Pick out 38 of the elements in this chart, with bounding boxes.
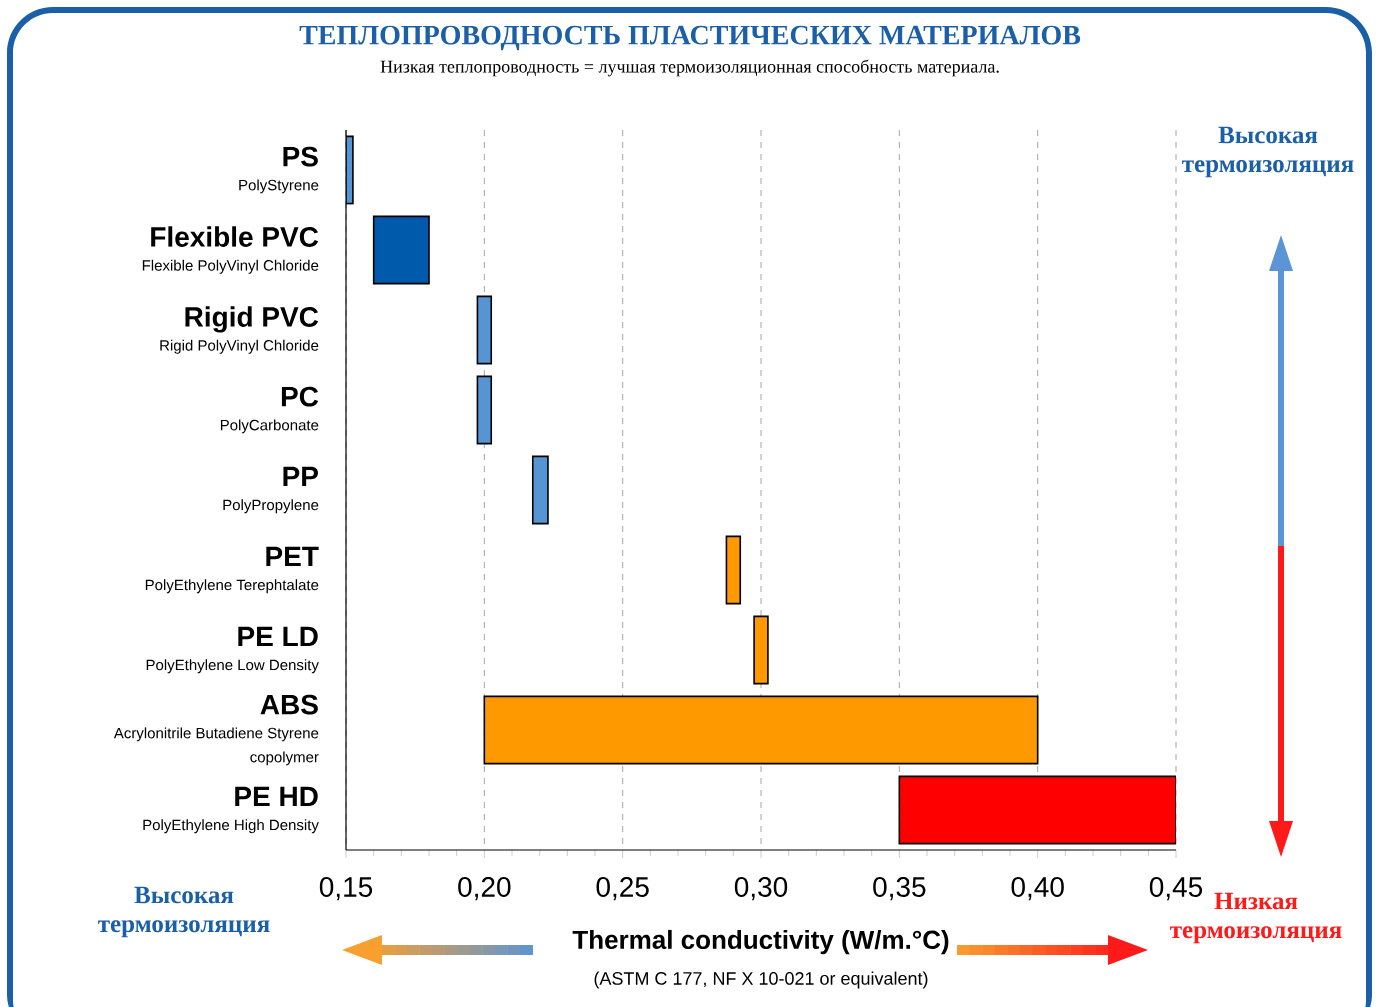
y-tick-label: PE LD	[238, 626, 318, 647]
x-tick-label: 0,25	[596, 877, 649, 901]
bar	[531, 455, 549, 525]
x-tick-label: 0,40	[1011, 877, 1064, 901]
x-tick-label: 0,35	[873, 877, 926, 901]
text: PolyEthylene High Density	[143, 819, 319, 834]
x-tick-label: 0,30	[734, 877, 788, 901]
bar	[476, 375, 493, 445]
bar	[476, 295, 493, 365]
text: Acrylonitrile Butadiene Styrene copolymer	[113, 727, 319, 766]
y-tick-label: PC	[281, 386, 319, 407]
bar	[725, 535, 742, 605]
bar	[372, 215, 430, 285]
text: PolyStyrene	[239, 179, 319, 194]
chart-title: ТЕПЛОПРОВОДНОСТЬ ПЛАСТИЧЕСКИХ МАТЕРИАЛОВ	[299, 25, 1081, 51]
y-tick-label: PET	[266, 546, 319, 567]
text: Высокая термоизоляция	[1182, 126, 1354, 178]
y-tick-label: ABS	[260, 694, 318, 715]
text: PolyCarbonate	[220, 419, 319, 434]
text: PolyPropylene	[223, 499, 319, 514]
bar	[483, 695, 1039, 765]
text: Rigid PolyVinyl Chloride	[160, 339, 319, 354]
x-axis-title: Thermal conductivity (W/m.°C)	[572, 929, 949, 955]
chart-subtitle: Низкая теплопроводность = лучшая термоизоляционная способность материала.	[380, 59, 999, 77]
text: PolyEthylene Low Density	[146, 659, 319, 674]
bar	[753, 615, 769, 685]
y-tick-label: Rigid PVC	[185, 306, 319, 333]
y-tick-label: PE HD	[235, 786, 318, 807]
x-tick-label: 0,20	[458, 877, 511, 901]
y-tick-label: PP	[283, 466, 318, 487]
bar	[898, 775, 1177, 845]
text: (ASTM C 177, NF X 10-021 or equivalent)	[594, 971, 928, 989]
text: Высокая термоизоляция	[98, 886, 270, 938]
y-tick-label: Flexible PVC	[151, 226, 319, 247]
x-tick-label: 0,15	[319, 877, 373, 901]
text: PolyEthylene Terephtalate	[145, 579, 319, 594]
y-tick-label: PS	[283, 146, 318, 167]
text: Flexible PolyVinyl Chloride	[142, 259, 319, 274]
